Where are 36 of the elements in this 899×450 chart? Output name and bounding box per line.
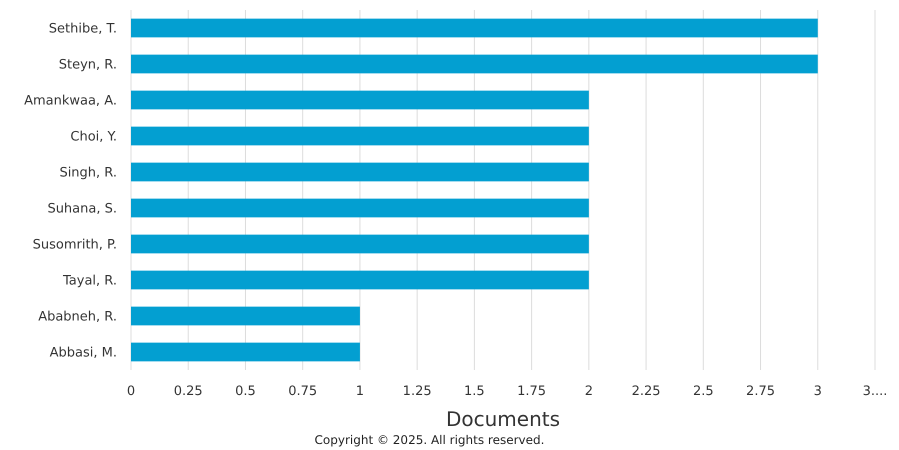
x-tick-label: 0.5 <box>235 384 256 399</box>
bar <box>131 90 589 110</box>
bar <box>131 306 360 326</box>
bar <box>131 198 589 218</box>
bar <box>131 126 589 146</box>
bar <box>131 18 818 38</box>
x-tick-label: 2.5 <box>692 384 714 399</box>
x-tick-label: 0.75 <box>288 384 318 399</box>
bar <box>131 270 589 290</box>
y-tick-label: Singh, R. <box>59 166 117 181</box>
y-tick-label: Tayal, R. <box>62 274 117 289</box>
y-tick-label: Ababneh, R. <box>38 310 117 325</box>
x-tick-label: 2 <box>584 384 593 399</box>
x-tick-label: 3 <box>814 384 822 399</box>
y-tick-label: Amankwaa, A. <box>24 94 117 109</box>
x-tick-label: 2.25 <box>632 384 661 399</box>
bar <box>131 54 818 74</box>
y-tick-label: Susomrith, P. <box>32 238 117 253</box>
y-tick-label: Abbasi, M. <box>50 346 117 361</box>
x-tick-label: 1.5 <box>464 384 485 399</box>
x-tick-label: 3.... <box>862 384 888 399</box>
x-tick-label: 1.75 <box>517 384 546 399</box>
y-tick-label: Suhana, S. <box>47 202 117 217</box>
x-tick-label: 0.25 <box>174 384 203 399</box>
text: Copyright © 2025. All rights reserved. <box>314 433 544 447</box>
x-axis-title: Documents <box>446 407 560 431</box>
x-tick-label: 2.75 <box>746 384 776 399</box>
x-tick-label: 1 <box>356 384 364 399</box>
y-tick-label: Steyn, R. <box>58 58 117 73</box>
x-tick-label: 1.25 <box>402 384 432 399</box>
bar <box>131 234 589 254</box>
x-tick-label: 0 <box>126 384 136 399</box>
bar <box>131 162 589 182</box>
y-tick-label: Choi, Y. <box>70 130 117 145</box>
bar <box>131 342 360 362</box>
y-tick-label: Sethibe, T. <box>48 22 117 37</box>
